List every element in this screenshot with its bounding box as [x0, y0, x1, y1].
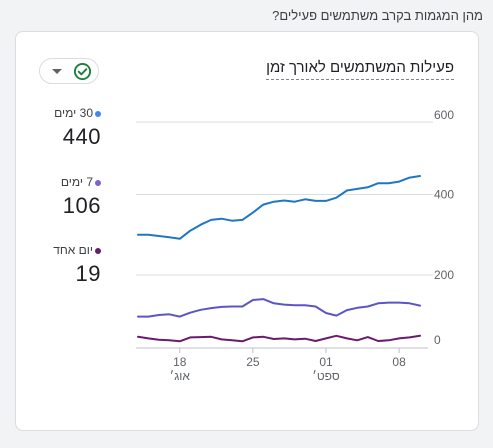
y-tick-label: 200 [434, 268, 454, 282]
series-line-0 [137, 175, 421, 240]
status-dropdown[interactable] [39, 58, 99, 84]
series-line-2 [137, 334, 421, 343]
series-dot-1-day [95, 247, 101, 254]
section-question: מהן המגמות בקרב משתמשים פעילים? [272, 8, 483, 23]
metric-value: 440 [62, 124, 101, 149]
metric-7-days: 7 ימים 106 [61, 175, 101, 219]
check-circle-icon [73, 62, 92, 81]
caret-down-icon [52, 69, 62, 74]
y-tick-label: 600 [434, 108, 454, 122]
metric-label: 30 ימים [54, 106, 93, 120]
y-tick-label: 400 [434, 188, 454, 202]
metric-30-days: 30 ימים 440 [54, 106, 101, 150]
x-tick-sublabel: ספט׳ [312, 369, 340, 383]
card-title[interactable]: פעילות המשתמשים לאורך זמן [266, 59, 454, 80]
metric-value: 106 [62, 193, 101, 218]
x-tick-label: 25 [246, 355, 260, 369]
metric-value: 19 [75, 261, 101, 286]
x-tick-label: 08 [392, 355, 406, 369]
series-line-1 [137, 298, 421, 318]
x-tick-label: 18 [173, 355, 187, 369]
metric-label: יום אחד [53, 243, 93, 257]
series-dot-30-days [95, 110, 101, 117]
series-dot-7-days [95, 179, 101, 186]
metric-1-day: יום אחד 19 [53, 243, 101, 287]
y-tick-label: 0 [434, 333, 441, 347]
metric-label: 7 ימים [60, 175, 93, 189]
user-activity-card: פעילות המשתמשים לאורך זמן 30 ימים 440 7 … [15, 31, 479, 431]
x-tick-label: 01 [319, 355, 333, 369]
x-tick-sublabel: אוג׳ [170, 369, 191, 383]
